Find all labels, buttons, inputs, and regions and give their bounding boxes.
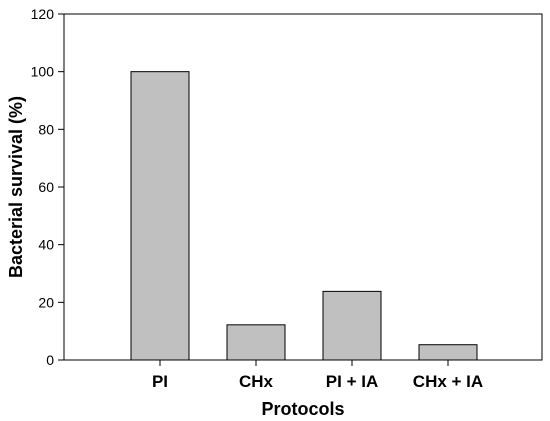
bar-chx — [226, 324, 286, 361]
x-tick-label: CHx — [239, 372, 274, 391]
x-tick-label: PI — [152, 372, 168, 391]
y-tick-label: 20 — [38, 294, 54, 310]
y-axis-title: Bacterial survival (%) — [6, 96, 26, 278]
y-tick-label: 80 — [38, 121, 54, 137]
bar-pi — [130, 71, 190, 361]
bars-group — [130, 71, 478, 361]
bar-chx-ia — [418, 344, 478, 361]
y-tick-label: 0 — [46, 352, 54, 368]
y-tick-label: 100 — [31, 64, 55, 80]
y-axis-ticks: 0 20 40 60 80 100 120 — [31, 6, 64, 368]
x-tick-label: CHx + IA — [413, 372, 483, 391]
y-tick-label: 40 — [38, 237, 54, 253]
x-axis-ticks: PI CHx PI + IA CHx + IA — [152, 360, 483, 391]
x-tick-label: PI + IA — [326, 372, 378, 391]
y-tick-label: 60 — [38, 179, 54, 195]
bar-pi-ia — [322, 290, 382, 361]
y-tick-label: 120 — [31, 6, 55, 22]
x-axis-title: Protocols — [261, 399, 344, 419]
